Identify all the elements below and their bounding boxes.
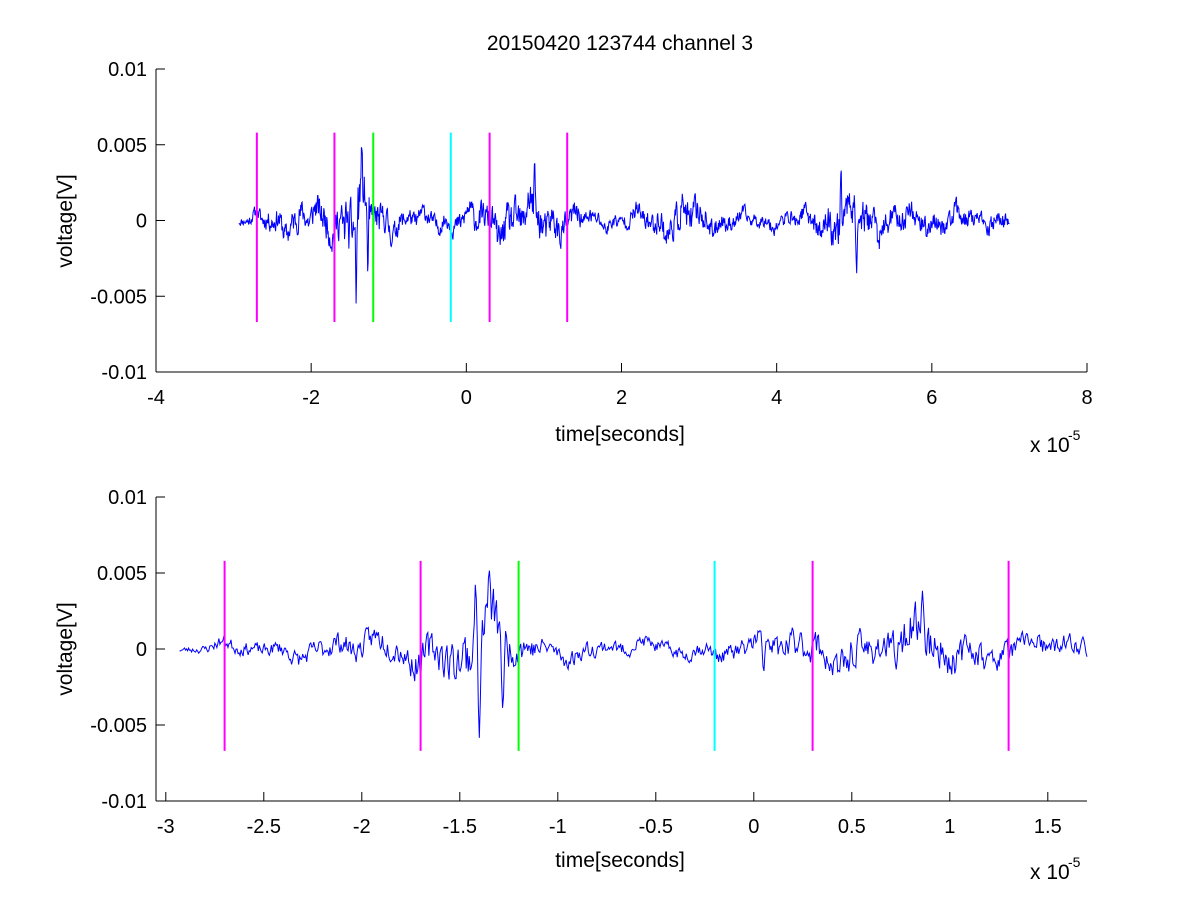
top-y-tick-label-0: -0.01 — [101, 362, 147, 384]
bottom-y-tick-label-2: 0 — [136, 639, 147, 661]
top-axes: -4 -2 0 2 4 6 8 -0.01 -0.005 0 0.005 0.01 — [90, 59, 1092, 409]
top-x-tick-label-1: -2 — [302, 387, 320, 409]
bottom-x-exponent-value: -5 — [1068, 854, 1081, 870]
bottom-y-axis-label: voltage[V] — [54, 602, 77, 695]
bottom-y-tick-label-3: 0.005 — [97, 563, 147, 585]
bottom-x-tick-label-3: -1.5 — [443, 816, 477, 838]
top-x-multiplier: x 10 — [1030, 434, 1070, 457]
bottom-axes: -3 -2.5 -2 -1.5 -1 -0.5 0 0.5 1 1.5 -0.01 -0.005 0 0.… — [90, 487, 1087, 838]
top-x-tick-label-2: 0 — [461, 387, 472, 409]
top-x-exponent: x 10 -5 — [1030, 427, 1081, 457]
top-x-tick-label-3: 2 — [616, 387, 627, 409]
bottom-series-line-0 — [179, 570, 1088, 738]
bottom-x-tick-label-0: -3 — [157, 816, 175, 838]
top-y-tick-label-4: 0.01 — [108, 59, 147, 81]
top-x-exponent-value: -5 — [1068, 427, 1081, 443]
top-y-tick-label-1: -0.005 — [90, 286, 147, 308]
bottom-subplot: -3 -2.5 -2 -1.5 -1 -0.5 0 0.5 1 1.5 -0.01 -0.005 0 0.… — [54, 487, 1088, 884]
bottom-y-tick-label-1: -0.005 — [90, 715, 147, 737]
bottom-x-multiplier: x 10 — [1030, 861, 1070, 884]
chart-title: 20150420 123744 channel 3 — [487, 32, 753, 55]
bottom-x-axis-label: time[seconds] — [555, 849, 685, 872]
top-marker-group — [255, 132, 569, 323]
bottom-x-tick-label-4: -1 — [549, 816, 567, 838]
top-y-tick-label-3: 0.005 — [97, 135, 147, 157]
bottom-x-tick-label-7: 0.5 — [838, 816, 866, 838]
bottom-x-tick-label-2: -2 — [353, 816, 371, 838]
bottom-y-tick-label-4: 0.01 — [108, 487, 147, 509]
top-series-line-0 — [238, 147, 1010, 304]
bottom-series-group — [179, 570, 1088, 738]
bottom-x-tick-label-6: 0 — [748, 816, 759, 838]
top-series-group — [238, 147, 1010, 304]
bottom-y-tick-label-0: -0.01 — [101, 791, 147, 813]
top-x-tick-label-4: 4 — [771, 387, 782, 409]
bottom-x-exponent: x 10 -5 — [1030, 854, 1081, 884]
bottom-x-tick-label-9: 1.5 — [1034, 816, 1062, 838]
bottom-x-tick-label-1: -2.5 — [247, 816, 281, 838]
bottom-x-tick-label-8: 1 — [944, 816, 955, 838]
top-x-tick-label-5: 6 — [926, 387, 937, 409]
top-y-axis-label: voltage[V] — [54, 174, 77, 267]
top-subplot: 20150420 123744 channel 3 -4 -2 0 2 4 6 8 -0.01… — [54, 32, 1093, 457]
bottom-x-tick-label-5: -0.5 — [639, 816, 673, 838]
bottom-marker-group — [223, 560, 1010, 751]
top-x-tick-label-0: -4 — [147, 387, 165, 409]
top-x-axis-label: time[seconds] — [555, 423, 685, 446]
top-x-tick-label-6: 8 — [1081, 387, 1092, 409]
top-y-tick-label-2: 0 — [136, 211, 147, 233]
